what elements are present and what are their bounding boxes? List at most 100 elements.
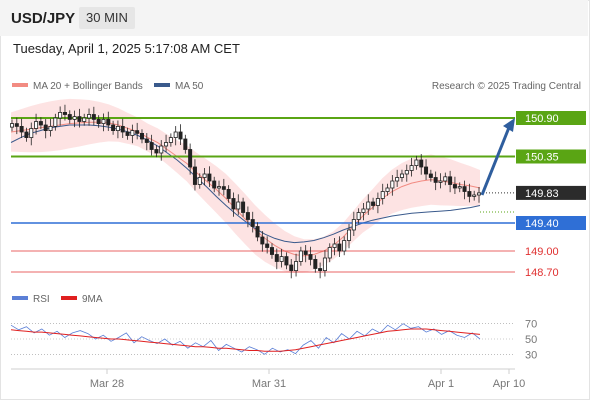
candle xyxy=(356,208,361,224)
ma20-legend-swatch xyxy=(12,83,28,87)
candle xyxy=(130,124,135,144)
x-tick-label: Apr 10 xyxy=(493,378,525,390)
rsi-level-label-50: 50 xyxy=(525,334,537,346)
candle xyxy=(250,211,255,233)
candle-body xyxy=(380,191,385,199)
candle xyxy=(303,245,308,263)
candle xyxy=(149,134,154,156)
candle-body xyxy=(245,212,250,220)
x-tick-label: Mar 31 xyxy=(252,378,286,390)
candle xyxy=(48,118,53,137)
level-label-149.40: 149.40 xyxy=(516,216,586,230)
candle-body xyxy=(34,121,39,129)
candle-body xyxy=(351,219,356,231)
candle xyxy=(159,140,164,161)
candle xyxy=(414,155,419,170)
candle-body xyxy=(111,124,116,131)
candle-body xyxy=(173,131,178,138)
candle-body xyxy=(202,173,207,178)
candle-body xyxy=(168,137,173,143)
forecast-arrow-head xyxy=(503,118,515,132)
candle-body xyxy=(467,191,472,197)
candle-body xyxy=(476,192,481,196)
candle xyxy=(101,113,106,132)
candle xyxy=(217,180,222,196)
x-tick-label: Apr 1 xyxy=(428,378,454,390)
candle xyxy=(72,110,77,128)
candle xyxy=(245,206,250,228)
candle-body xyxy=(53,117,58,127)
rsi-level-label-70: 70 xyxy=(525,319,537,331)
candle-body xyxy=(207,173,212,182)
candle xyxy=(294,253,299,277)
candle xyxy=(241,197,246,217)
candle xyxy=(342,236,347,256)
candle xyxy=(395,169,400,187)
candle-body xyxy=(125,131,130,136)
candle-body xyxy=(72,116,77,120)
ma9-line xyxy=(10,328,481,352)
level-label-text: 150.35 xyxy=(525,152,559,164)
candle xyxy=(390,175,395,196)
candle xyxy=(433,171,438,191)
candle-body xyxy=(91,114,96,120)
candle xyxy=(438,173,443,189)
candle xyxy=(448,170,453,193)
candle-body xyxy=(342,240,347,252)
candle-body xyxy=(62,112,67,115)
candle xyxy=(472,190,477,201)
ma9-legend-swatch xyxy=(61,296,77,300)
copyright-label: Research © 2025 Trading Central xyxy=(432,81,581,92)
candle-body xyxy=(472,194,477,197)
candle-body xyxy=(269,247,274,255)
candle-body xyxy=(159,145,164,154)
candle xyxy=(366,194,371,215)
candle xyxy=(236,194,241,215)
candle xyxy=(178,124,183,145)
candle xyxy=(419,154,424,175)
candle-body xyxy=(250,219,255,227)
candle-body xyxy=(298,250,303,262)
ma9-legend-label: 9MA xyxy=(82,294,103,305)
candle xyxy=(192,159,197,191)
candle xyxy=(313,255,318,273)
candle-body xyxy=(385,187,390,192)
timeframe-button[interactable]: 30 MIN xyxy=(79,7,135,29)
candle-body xyxy=(443,176,448,182)
candle-body xyxy=(101,119,106,125)
level-label-148.70: 148.70 xyxy=(525,267,559,279)
x-tick-label: Mar 28 xyxy=(90,378,124,390)
level-label-150.90: 150.90 xyxy=(516,111,586,125)
candle xyxy=(91,106,96,126)
candle-body xyxy=(265,243,270,248)
bollinger-band-area xyxy=(11,98,480,273)
candle-body xyxy=(462,186,467,192)
candle-body xyxy=(438,180,443,183)
candle xyxy=(24,127,29,142)
level-label-box xyxy=(516,185,586,200)
candle-body xyxy=(19,126,24,133)
candle xyxy=(380,183,385,205)
candle-body xyxy=(120,126,125,133)
candle xyxy=(255,222,260,242)
candle-body xyxy=(294,261,299,271)
rsi-panel: 70 50 30 xyxy=(10,319,537,361)
candle xyxy=(467,183,472,203)
candle xyxy=(77,108,82,128)
candle-body xyxy=(313,258,318,269)
candle xyxy=(289,259,294,279)
candle-body xyxy=(183,138,188,150)
candle-body xyxy=(135,130,140,134)
candle xyxy=(53,113,58,131)
chart-header: USD/JPY 30 MIN xyxy=(0,0,588,36)
level-label-text: 148.70 xyxy=(525,267,559,279)
candle-body xyxy=(332,243,337,248)
candle-body xyxy=(433,177,438,183)
candle-body xyxy=(236,201,241,210)
candle xyxy=(212,176,217,193)
candle xyxy=(96,115,101,128)
candle xyxy=(135,122,140,140)
ma20-legend-label: MA 20 + Bollinger Bands xyxy=(33,81,143,92)
candle xyxy=(106,111,111,131)
candle-body xyxy=(14,123,19,127)
